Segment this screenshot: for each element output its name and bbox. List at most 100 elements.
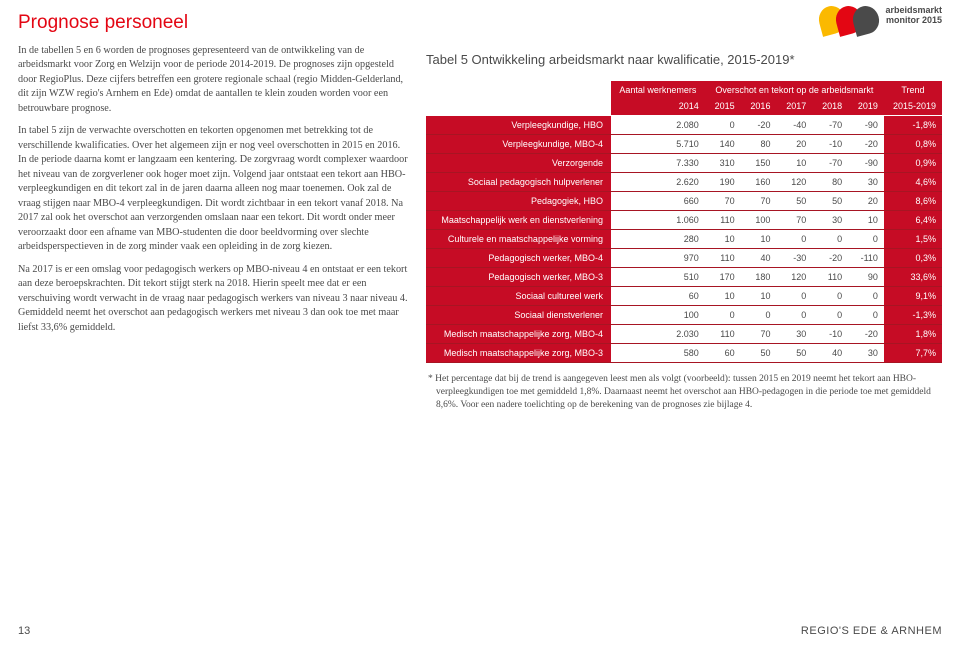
cell: 40 <box>812 344 848 363</box>
trend-cell: 6,4% <box>884 211 942 230</box>
cell: 170 <box>705 268 741 287</box>
cell: -10 <box>812 135 848 154</box>
col-trend: Trend <box>884 81 942 97</box>
cell: 10 <box>741 287 777 306</box>
cell: 60 <box>611 287 705 306</box>
table-row: Pedagogisch werker, MBO-3510170180120110… <box>426 268 942 287</box>
cell: -20 <box>848 325 884 344</box>
row-label: Sociaal cultureel werk <box>426 287 611 306</box>
cell: 2.030 <box>611 325 705 344</box>
cell: 10 <box>848 211 884 230</box>
cell: 0 <box>812 230 848 249</box>
cell: 180 <box>741 268 777 287</box>
cell: 50 <box>812 192 848 211</box>
cell: 50 <box>776 192 812 211</box>
cell: 0 <box>776 306 812 325</box>
cell: 30 <box>848 173 884 192</box>
table-row: Medisch maatschappelijke zorg, MBO-35806… <box>426 344 942 363</box>
cell: 1.060 <box>611 211 705 230</box>
logo-line-2: monitor 2015 <box>885 16 942 26</box>
cell: 0 <box>812 287 848 306</box>
year-2014: 2014 <box>611 97 705 116</box>
cell: 150 <box>741 154 777 173</box>
table-title: Tabel 5 Ontwikkeling arbeidsmarkt naar k… <box>426 52 942 67</box>
para-3: Na 2017 is er een omslag voor pedagogisc… <box>18 263 408 335</box>
footer-region: REGIO'S EDE & ARNHEM <box>801 625 942 637</box>
row-label: Medisch maatschappelijke zorg, MBO-4 <box>426 325 611 344</box>
row-label: Verpleegkundige, HBO <box>426 116 611 135</box>
year-2017: 2017 <box>776 97 812 116</box>
cell: 30 <box>776 325 812 344</box>
row-label: Sociaal pedagogisch hulpverlener <box>426 173 611 192</box>
page-title: Prognose personeel <box>18 12 408 34</box>
trend-cell: 33,6% <box>884 268 942 287</box>
cell: 70 <box>705 192 741 211</box>
row-label: Pedagogiek, HBO <box>426 192 611 211</box>
table-row: Medisch maatschappelijke zorg, MBO-42.03… <box>426 325 942 344</box>
cell: -30 <box>776 249 812 268</box>
row-label: Maatschappelijk werk en dienstverlening <box>426 211 611 230</box>
cell: 140 <box>705 135 741 154</box>
trend-cell: 1,8% <box>884 325 942 344</box>
cell: 2.080 <box>611 116 705 135</box>
body-text: In de tabellen 5 en 6 worden de prognose… <box>18 44 408 335</box>
cell: 100 <box>741 211 777 230</box>
cell: 0 <box>705 306 741 325</box>
table-row: Sociaal dienstverlener10000000-1,3% <box>426 306 942 325</box>
cell: -90 <box>848 154 884 173</box>
cell: 40 <box>741 249 777 268</box>
trend-cell: -1,3% <box>884 306 942 325</box>
data-table: Aantal werknemers Overschot en tekort op… <box>426 81 942 363</box>
cell: 50 <box>741 344 777 363</box>
cell: 280 <box>611 230 705 249</box>
cell: 0 <box>848 287 884 306</box>
cell: -90 <box>848 116 884 135</box>
para-1: In de tabellen 5 en 6 worden de prognose… <box>18 44 408 116</box>
row-label: Culturele en maatschappelijke vorming <box>426 230 611 249</box>
row-label: Medisch maatschappelijke zorg, MBO-3 <box>426 344 611 363</box>
trend-cell: -1,8% <box>884 116 942 135</box>
cell: 310 <box>705 154 741 173</box>
cell: -20 <box>848 135 884 154</box>
row-label: Verpleegkundige, MBO-4 <box>426 135 611 154</box>
cell: 510 <box>611 268 705 287</box>
year-range: 2015-2019 <box>884 97 942 116</box>
cell: 70 <box>741 192 777 211</box>
footer: 13 REGIO'S EDE & ARNHEM <box>18 625 942 637</box>
cell: 50 <box>776 344 812 363</box>
table-row: Sociaal cultureel werk6010100009,1% <box>426 287 942 306</box>
col-aantal: Aantal werknemers <box>611 81 705 97</box>
cell: 10 <box>776 154 812 173</box>
table-row: Sociaal pedagogisch hulpverlener2.620190… <box>426 173 942 192</box>
cell: 80 <box>812 173 848 192</box>
cell: -20 <box>812 249 848 268</box>
cell: 10 <box>705 287 741 306</box>
cell: 100 <box>611 306 705 325</box>
cell: 0 <box>812 306 848 325</box>
cell: 20 <box>776 135 812 154</box>
cell: 0 <box>848 230 884 249</box>
cell: 120 <box>776 268 812 287</box>
cell: 30 <box>812 211 848 230</box>
cell: -20 <box>741 116 777 135</box>
trend-cell: 4,6% <box>884 173 942 192</box>
cell: 0 <box>705 116 741 135</box>
page-number: 13 <box>18 625 30 637</box>
table-row: Pedagogisch werker, MBO-497011040-30-20-… <box>426 249 942 268</box>
trend-cell: 0,8% <box>884 135 942 154</box>
cell: 110 <box>705 211 741 230</box>
cell: 30 <box>848 344 884 363</box>
para-2: In tabel 5 zijn de verwachte overschotte… <box>18 124 408 254</box>
year-row: 2014 2015 2016 2017 2018 2019 2015-2019 <box>426 97 942 116</box>
cell: 0 <box>848 306 884 325</box>
trend-cell: 0,9% <box>884 154 942 173</box>
cell: -110 <box>848 249 884 268</box>
trend-cell: 7,7% <box>884 344 942 363</box>
table-row: Verpleegkundige, MBO-45.7101408020-10-20… <box>426 135 942 154</box>
table-row: Maatschappelijk werk en dienstverlening1… <box>426 211 942 230</box>
cell: 110 <box>705 249 741 268</box>
row-label: Pedagogisch werker, MBO-4 <box>426 249 611 268</box>
logo-mark <box>819 6 879 34</box>
cell: 970 <box>611 249 705 268</box>
table-row: Pedagogiek, HBO66070705050208,6% <box>426 192 942 211</box>
